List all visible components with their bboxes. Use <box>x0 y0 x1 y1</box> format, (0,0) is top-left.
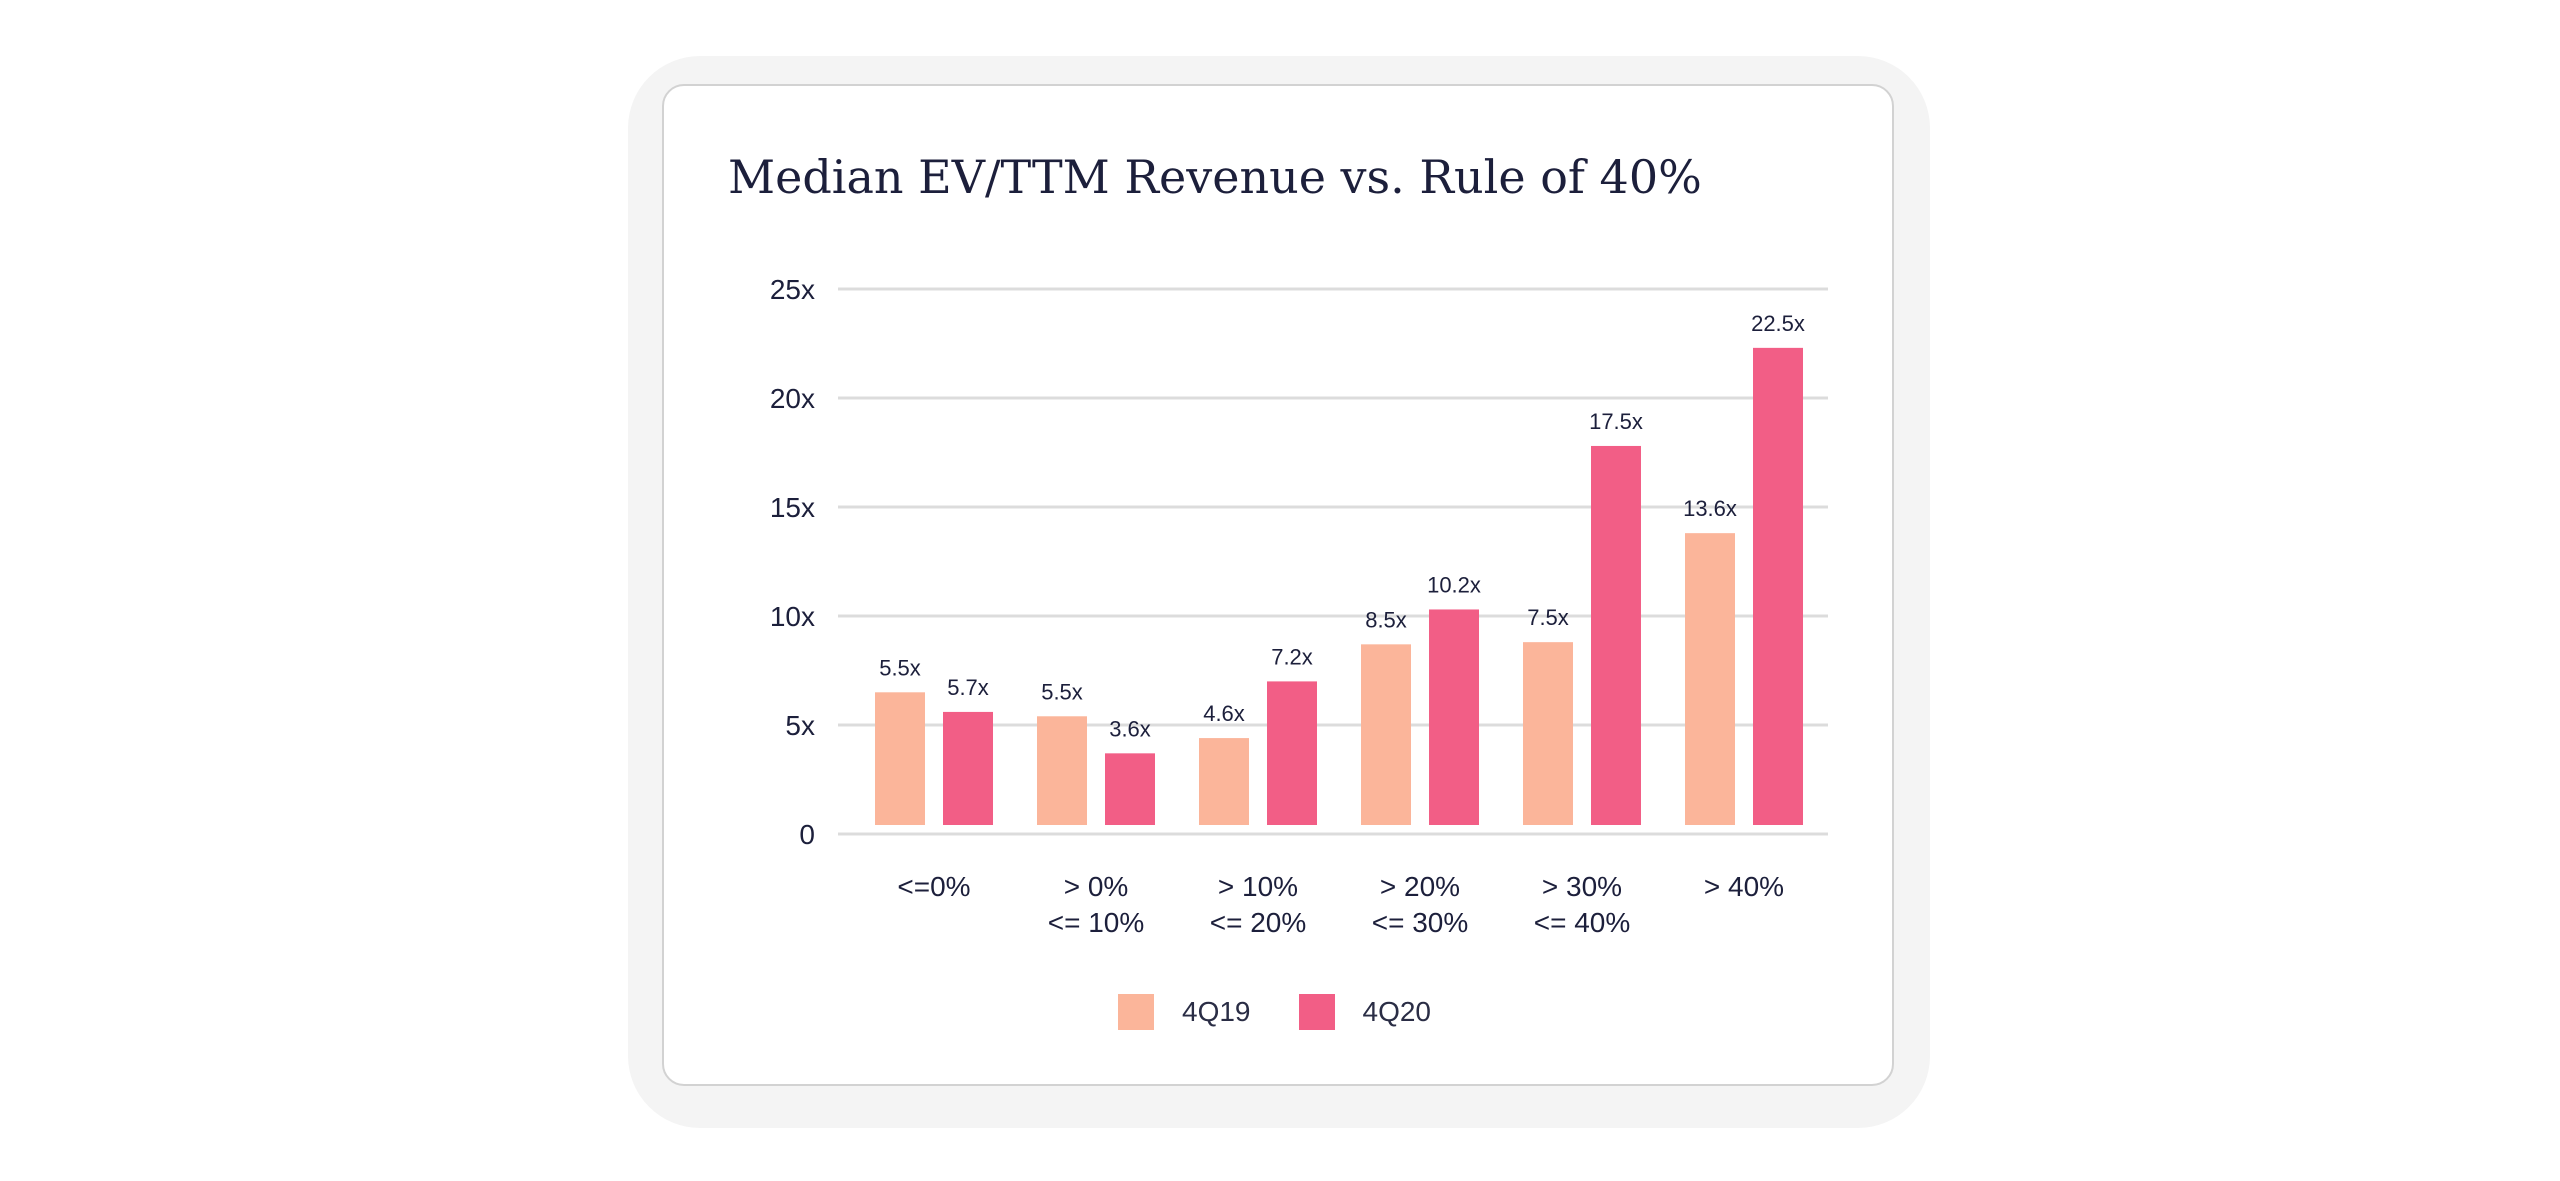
legend-item-4q19: 4Q19 <box>1118 994 1251 1030</box>
data-label: 17.5x <box>1589 409 1643 434</box>
bar-4q19 <box>1037 716 1087 825</box>
x-tick-label: <= 20% <box>1210 907 1307 938</box>
x-tick-label: <= 40% <box>1534 907 1631 938</box>
data-label: 4.6x <box>1203 701 1245 726</box>
x-tick-label: > 40% <box>1704 871 1784 902</box>
y-tick-label: 20x <box>770 383 815 414</box>
legend-swatch-4q19 <box>1118 994 1154 1030</box>
y-tick-label: 10x <box>770 601 815 632</box>
data-label: 7.2x <box>1271 644 1313 669</box>
x-tick-label: > 0% <box>1064 871 1129 902</box>
x-tick-label: > 10% <box>1218 871 1298 902</box>
legend: 4Q19 4Q20 <box>1118 994 1479 1030</box>
data-label: 22.5x <box>1751 311 1805 336</box>
data-label: 13.6x <box>1683 496 1737 521</box>
data-label: 10.2x <box>1427 572 1481 597</box>
data-label: 8.5x <box>1365 607 1407 632</box>
data-label: 5.7x <box>947 675 989 700</box>
bar-4q20 <box>1591 445 1641 825</box>
y-tick-label: 5x <box>785 710 815 741</box>
y-tick-label: 0 <box>799 819 815 850</box>
bar-4q20 <box>1429 609 1479 825</box>
bar-4q19 <box>875 692 925 825</box>
x-tick-label: > 20% <box>1380 871 1460 902</box>
data-label: 5.5x <box>1041 679 1083 704</box>
bar-4q20 <box>943 711 993 825</box>
bar-4q19 <box>1361 644 1411 825</box>
legend-label-4q20: 4Q20 <box>1362 996 1432 1027</box>
y-tick-label: 25x <box>770 274 815 305</box>
bar-4q20 <box>1105 753 1155 825</box>
y-tick-label: 15x <box>770 492 815 523</box>
x-tick-label: > 30% <box>1542 871 1622 902</box>
bar-4q19 <box>1685 533 1735 825</box>
data-label: 3.6x <box>1109 716 1151 741</box>
x-tick-label: <= 30% <box>1372 907 1469 938</box>
bar-4q19 <box>1199 738 1249 825</box>
legend-label-4q19: 4Q19 <box>1182 996 1251 1027</box>
bar-4q20 <box>1267 681 1317 825</box>
bar-4q20 <box>1753 347 1803 825</box>
data-label: 7.5x <box>1527 605 1569 630</box>
bar-4q19 <box>1523 642 1573 825</box>
x-tick-label: <=0% <box>897 871 970 902</box>
legend-item-4q20: 4Q20 <box>1298 994 1432 1030</box>
chart-title: Median EV/TTM Revenue vs. Rule of 40% <box>728 150 1702 204</box>
legend-swatch-4q20 <box>1298 994 1335 1030</box>
x-tick-label: <= 10% <box>1048 907 1145 938</box>
data-label: 5.5x <box>879 655 921 680</box>
